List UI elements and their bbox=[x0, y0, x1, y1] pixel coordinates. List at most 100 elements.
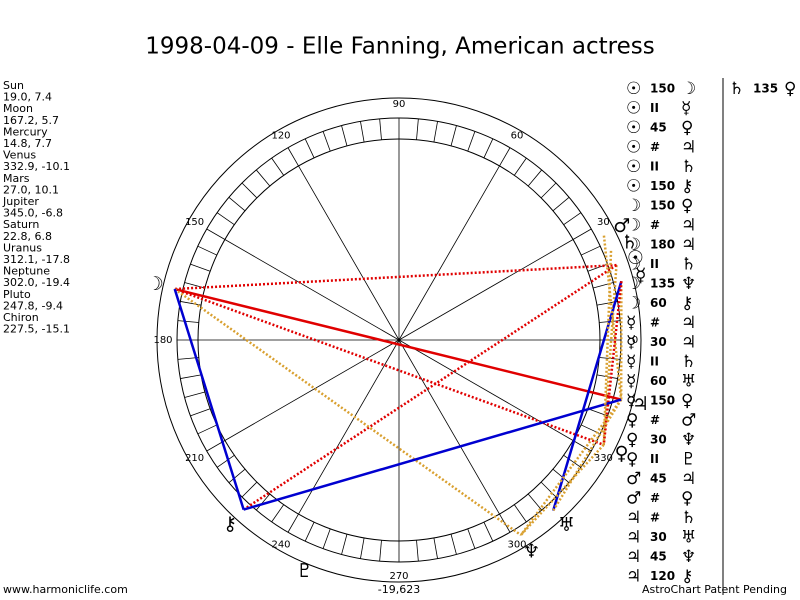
ring-tick bbox=[450, 534, 457, 555]
aspect-type: II bbox=[650, 257, 659, 271]
aspect-planet: ☽ bbox=[626, 196, 641, 216]
footer-center: -19,623 bbox=[378, 583, 420, 596]
ring-tick bbox=[190, 408, 211, 417]
aspect-planet: ♄ bbox=[681, 352, 696, 372]
aspect-planet: ♀ bbox=[626, 411, 638, 431]
degree-label: 90 bbox=[393, 99, 406, 110]
aspect-planet: ♂ bbox=[681, 411, 696, 431]
aspect-type: # bbox=[650, 316, 660, 330]
aspect-planet: ♃ bbox=[681, 235, 696, 255]
aspect-planet: ☉ bbox=[626, 99, 641, 119]
ring-tick bbox=[228, 468, 246, 484]
aspect-planet: ☉ bbox=[626, 157, 641, 177]
aspect-type: 30 bbox=[650, 335, 667, 349]
aspect-planet: ♇ bbox=[681, 450, 696, 470]
aspect-type: II bbox=[650, 355, 659, 369]
ring-tick bbox=[228, 196, 246, 212]
aspect-type: 45 bbox=[650, 550, 667, 564]
spoke bbox=[298, 339, 400, 515]
aspect-planet: ☉ bbox=[626, 118, 641, 138]
aspect-planet: ♂ bbox=[626, 489, 641, 509]
aspect-planet: ♃ bbox=[681, 138, 696, 158]
planet-name: Moon bbox=[3, 102, 33, 115]
aspect-planet: ♄ bbox=[729, 79, 744, 99]
ring-tick bbox=[322, 131, 331, 152]
aspect-type: 150 bbox=[650, 199, 675, 213]
aspect-planet: ♃ bbox=[681, 333, 696, 353]
spoke bbox=[298, 165, 400, 341]
planet-name: Jupiter bbox=[2, 195, 39, 208]
footer-left: www.harmoniclife.com bbox=[3, 583, 128, 596]
aspect-type: 135 bbox=[650, 277, 675, 291]
aspect-type: # bbox=[650, 491, 660, 505]
aspect-line bbox=[602, 281, 623, 445]
aspect-planet: ♀ bbox=[681, 489, 693, 509]
aspect-planet: ♃ bbox=[626, 547, 641, 567]
planet-glyph: ☽ bbox=[147, 273, 164, 295]
ring-tick bbox=[563, 212, 582, 226]
degree-label: 150 bbox=[185, 217, 204, 228]
ring-tick bbox=[304, 521, 315, 542]
aspect-planet: ☿ bbox=[626, 333, 636, 353]
tick-ring bbox=[177, 118, 621, 562]
ring-tick bbox=[180, 374, 202, 379]
ring-tick bbox=[216, 212, 235, 226]
ring-tick bbox=[271, 157, 285, 176]
ring-tick bbox=[197, 424, 218, 435]
planet-position: 302.0, -19.4 bbox=[3, 276, 70, 289]
planet-position: 345.0, -6.8 bbox=[3, 207, 63, 220]
ring-tick bbox=[379, 540, 382, 562]
aspect-type: II bbox=[650, 101, 659, 115]
aspect-planet: ⚷ bbox=[681, 567, 693, 587]
aspect-planet: ♃ bbox=[681, 216, 696, 236]
aspect-type: II bbox=[650, 160, 659, 174]
aspect-planet: ♀ bbox=[626, 430, 638, 450]
aspect-line bbox=[174, 263, 617, 291]
ring-tick bbox=[527, 493, 543, 511]
aspect-type: 150 bbox=[650, 394, 675, 408]
aspect-planet: ♃ bbox=[626, 508, 641, 528]
spoke bbox=[224, 339, 400, 441]
ring-tick bbox=[360, 121, 365, 143]
aspect-planet: ♄ bbox=[681, 508, 696, 528]
aspect-line bbox=[602, 250, 613, 445]
aspect-type: 60 bbox=[650, 296, 667, 310]
ring-tick bbox=[322, 528, 331, 549]
aspect-planet: ♆ bbox=[681, 274, 696, 294]
planet-name: Mars bbox=[3, 172, 30, 185]
aspect-planet: ☽ bbox=[626, 274, 641, 294]
aspect-line bbox=[173, 288, 522, 537]
aspect-planet: ☉ bbox=[626, 138, 641, 158]
aspect-type: 120 bbox=[650, 569, 675, 583]
planet-glyph: ♀ bbox=[615, 442, 629, 464]
aspect-type: 135 bbox=[753, 82, 778, 96]
ring-tick bbox=[184, 282, 205, 289]
aspect-line bbox=[602, 235, 623, 400]
ring-tick bbox=[467, 131, 476, 152]
ring-tick bbox=[180, 301, 202, 306]
planet-position: 167.2, 5.7 bbox=[3, 114, 59, 127]
degree-label: 240 bbox=[271, 539, 290, 550]
aspect-line bbox=[519, 398, 623, 536]
ring-tick bbox=[499, 147, 511, 167]
aspect-planet: ♀ bbox=[784, 79, 796, 99]
planet-glyph: ♂ bbox=[613, 215, 630, 237]
ring-tick bbox=[241, 182, 258, 199]
ring-tick bbox=[255, 493, 271, 511]
aspect-line bbox=[174, 287, 622, 401]
aspect-type: # bbox=[650, 218, 660, 232]
planet-name: Mercury bbox=[3, 125, 48, 138]
ring-tick bbox=[513, 157, 527, 176]
aspect-planet: ♆ bbox=[681, 430, 696, 450]
aspect-type: # bbox=[650, 413, 660, 427]
ring-tick bbox=[580, 245, 601, 256]
ring-tick bbox=[360, 537, 365, 559]
ring-tick bbox=[304, 138, 315, 159]
degree-label: 0 bbox=[632, 335, 638, 346]
aspect-planet: ☿ bbox=[626, 391, 636, 411]
aspect-type: 180 bbox=[650, 238, 675, 252]
ring-tick bbox=[552, 196, 570, 212]
aspect-planet: ☉ bbox=[626, 177, 641, 197]
ring-tick bbox=[540, 481, 557, 498]
ring-tick bbox=[483, 521, 494, 542]
